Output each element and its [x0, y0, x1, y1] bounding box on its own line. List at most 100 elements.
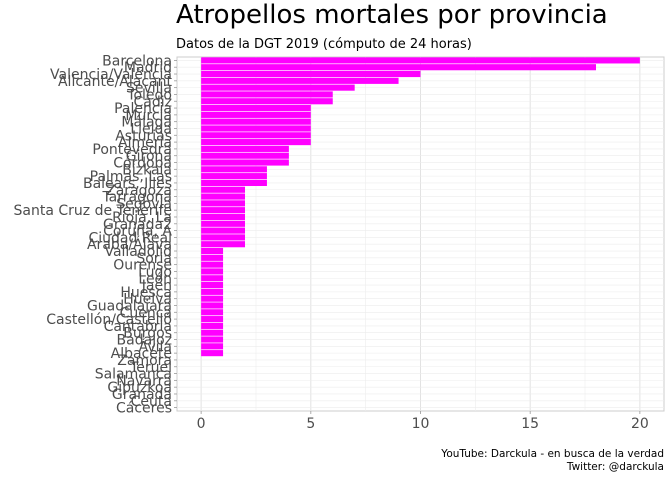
y-tick-label: Cantabria: [104, 319, 172, 335]
y-tick-label: Albacete: [111, 346, 172, 362]
bar: [201, 111, 311, 118]
bar: [201, 145, 289, 152]
y-tick-label: Almería: [118, 135, 172, 151]
y-tick-label: Gipuzkoa: [107, 380, 172, 396]
y-tick-label: Zamora: [117, 353, 172, 369]
bar: [201, 295, 224, 302]
bar: [201, 207, 246, 214]
bar: [201, 118, 311, 125]
y-tick-label: Rioja, La: [112, 210, 172, 226]
bar: [201, 268, 224, 275]
bar: [201, 316, 224, 323]
bar: [201, 227, 246, 234]
y-tick-label: Málaga: [121, 115, 172, 131]
bar: [201, 57, 640, 64]
y-tick-label: Huesca: [120, 285, 172, 301]
y-tick-label: Granada: [112, 387, 172, 403]
bar: [201, 84, 355, 91]
bar: [201, 220, 246, 227]
bar: [201, 261, 224, 268]
y-tick-label: Alicante/Alacant: [58, 74, 173, 90]
y-tick-label: Bizkaia: [122, 162, 172, 178]
bar: [201, 70, 421, 78]
y-tick-label: Madrid: [124, 60, 172, 76]
bar: [201, 125, 311, 132]
bar: [201, 200, 246, 207]
y-tick-label: Lugo: [138, 264, 172, 280]
bar: [201, 77, 399, 84]
y-tick-label: Asturias: [115, 128, 172, 144]
y-tick-label: Santa Cruz de Tenerife: [14, 203, 172, 219]
y-tick-label: Zaragoza: [106, 183, 172, 199]
bar: [201, 186, 246, 193]
y-tick-label: Valencia/València: [50, 67, 172, 83]
bar: [201, 213, 246, 221]
bar: [201, 234, 246, 241]
bar: [201, 104, 311, 112]
y-tick-label: Palmas, Las: [90, 169, 172, 185]
bar: [201, 159, 289, 166]
y-tick-label: Guadalajara: [87, 298, 172, 314]
y-tick-label: Toledo: [126, 87, 172, 103]
x-tick-label: 10: [412, 416, 430, 432]
y-tick-label: Coruña, A: [103, 224, 172, 240]
bar: [201, 193, 246, 200]
y-tick-label: Córdoba: [113, 156, 172, 172]
y-tick-label: Lleida: [130, 121, 172, 137]
bar: [201, 173, 267, 180]
y-tick-label: Castellón/Castelló: [46, 312, 172, 328]
y-tick-label: Sevilla: [126, 81, 172, 97]
x-tick-label: 0: [197, 416, 206, 432]
y-tick-label: Pontevedra: [92, 142, 172, 158]
y-tick-label: Cádiz: [134, 94, 172, 110]
y-tick-label: Valladolid: [104, 244, 172, 260]
y-tick-label: Murcia: [125, 108, 172, 124]
y-tick-label: Ávila: [139, 338, 172, 355]
bar: [201, 254, 224, 261]
bar: [201, 275, 224, 282]
y-tick-label: Araba/Álava: [87, 236, 172, 253]
y-tick-label: Granada2: [103, 217, 172, 233]
y-tick-label: Cuenca: [120, 305, 172, 321]
bar: [201, 132, 311, 139]
y-tick-label: Ceuta: [131, 394, 172, 410]
bar: [201, 64, 596, 71]
chart-title: Atropellos mortales por provincia: [176, 0, 608, 30]
y-tick-label: Burgos: [123, 326, 172, 342]
y-tick-label: Salamanca: [95, 367, 172, 383]
y-tick-label: Navarra: [116, 373, 172, 389]
caption-line-youtube: YouTube: Darckula - en busca de la verda…: [441, 448, 664, 460]
bar: [201, 91, 333, 98]
y-tick-label: Ciudad Real: [88, 230, 172, 246]
y-tick-label: Teruel: [129, 360, 172, 376]
y-tick-label: Huelva: [123, 292, 172, 308]
bar: [201, 302, 224, 309]
bar: [201, 179, 267, 187]
bar: [201, 241, 246, 248]
y-tick-label: Balears, Illes: [83, 176, 172, 192]
y-tick-label: Soria: [136, 251, 172, 267]
y-tick-label: Segovia: [116, 196, 172, 212]
x-tick-label: 15: [521, 416, 539, 432]
bar: [201, 166, 267, 173]
caption-line-twitter: Twitter: @darckula: [566, 461, 664, 473]
bar: [201, 152, 289, 159]
bar: [201, 309, 224, 316]
bar: [201, 281, 224, 289]
x-tick-label: 20: [631, 416, 649, 432]
y-tick-label: Tarragona: [101, 190, 172, 206]
chart-caption: YouTube: Darckula - en busca de la verda…: [441, 448, 664, 474]
y-tick-label: León: [138, 271, 172, 287]
y-tick-label: Jaén: [141, 278, 172, 294]
bar: [201, 139, 311, 146]
y-tick-label: Palencia: [114, 101, 172, 117]
y-tick-label: Barcelona: [102, 53, 172, 69]
y-tick-label: Ourense: [113, 258, 172, 274]
chart-subtitle: Datos de la DGT 2019 (cómputo de 24 hora…: [176, 37, 472, 52]
bar: [201, 322, 224, 329]
bar: [201, 288, 224, 295]
y-tick-label: Cáceres: [116, 401, 172, 417]
y-tick-label: Badajoz: [117, 333, 172, 349]
bar: [201, 343, 224, 350]
